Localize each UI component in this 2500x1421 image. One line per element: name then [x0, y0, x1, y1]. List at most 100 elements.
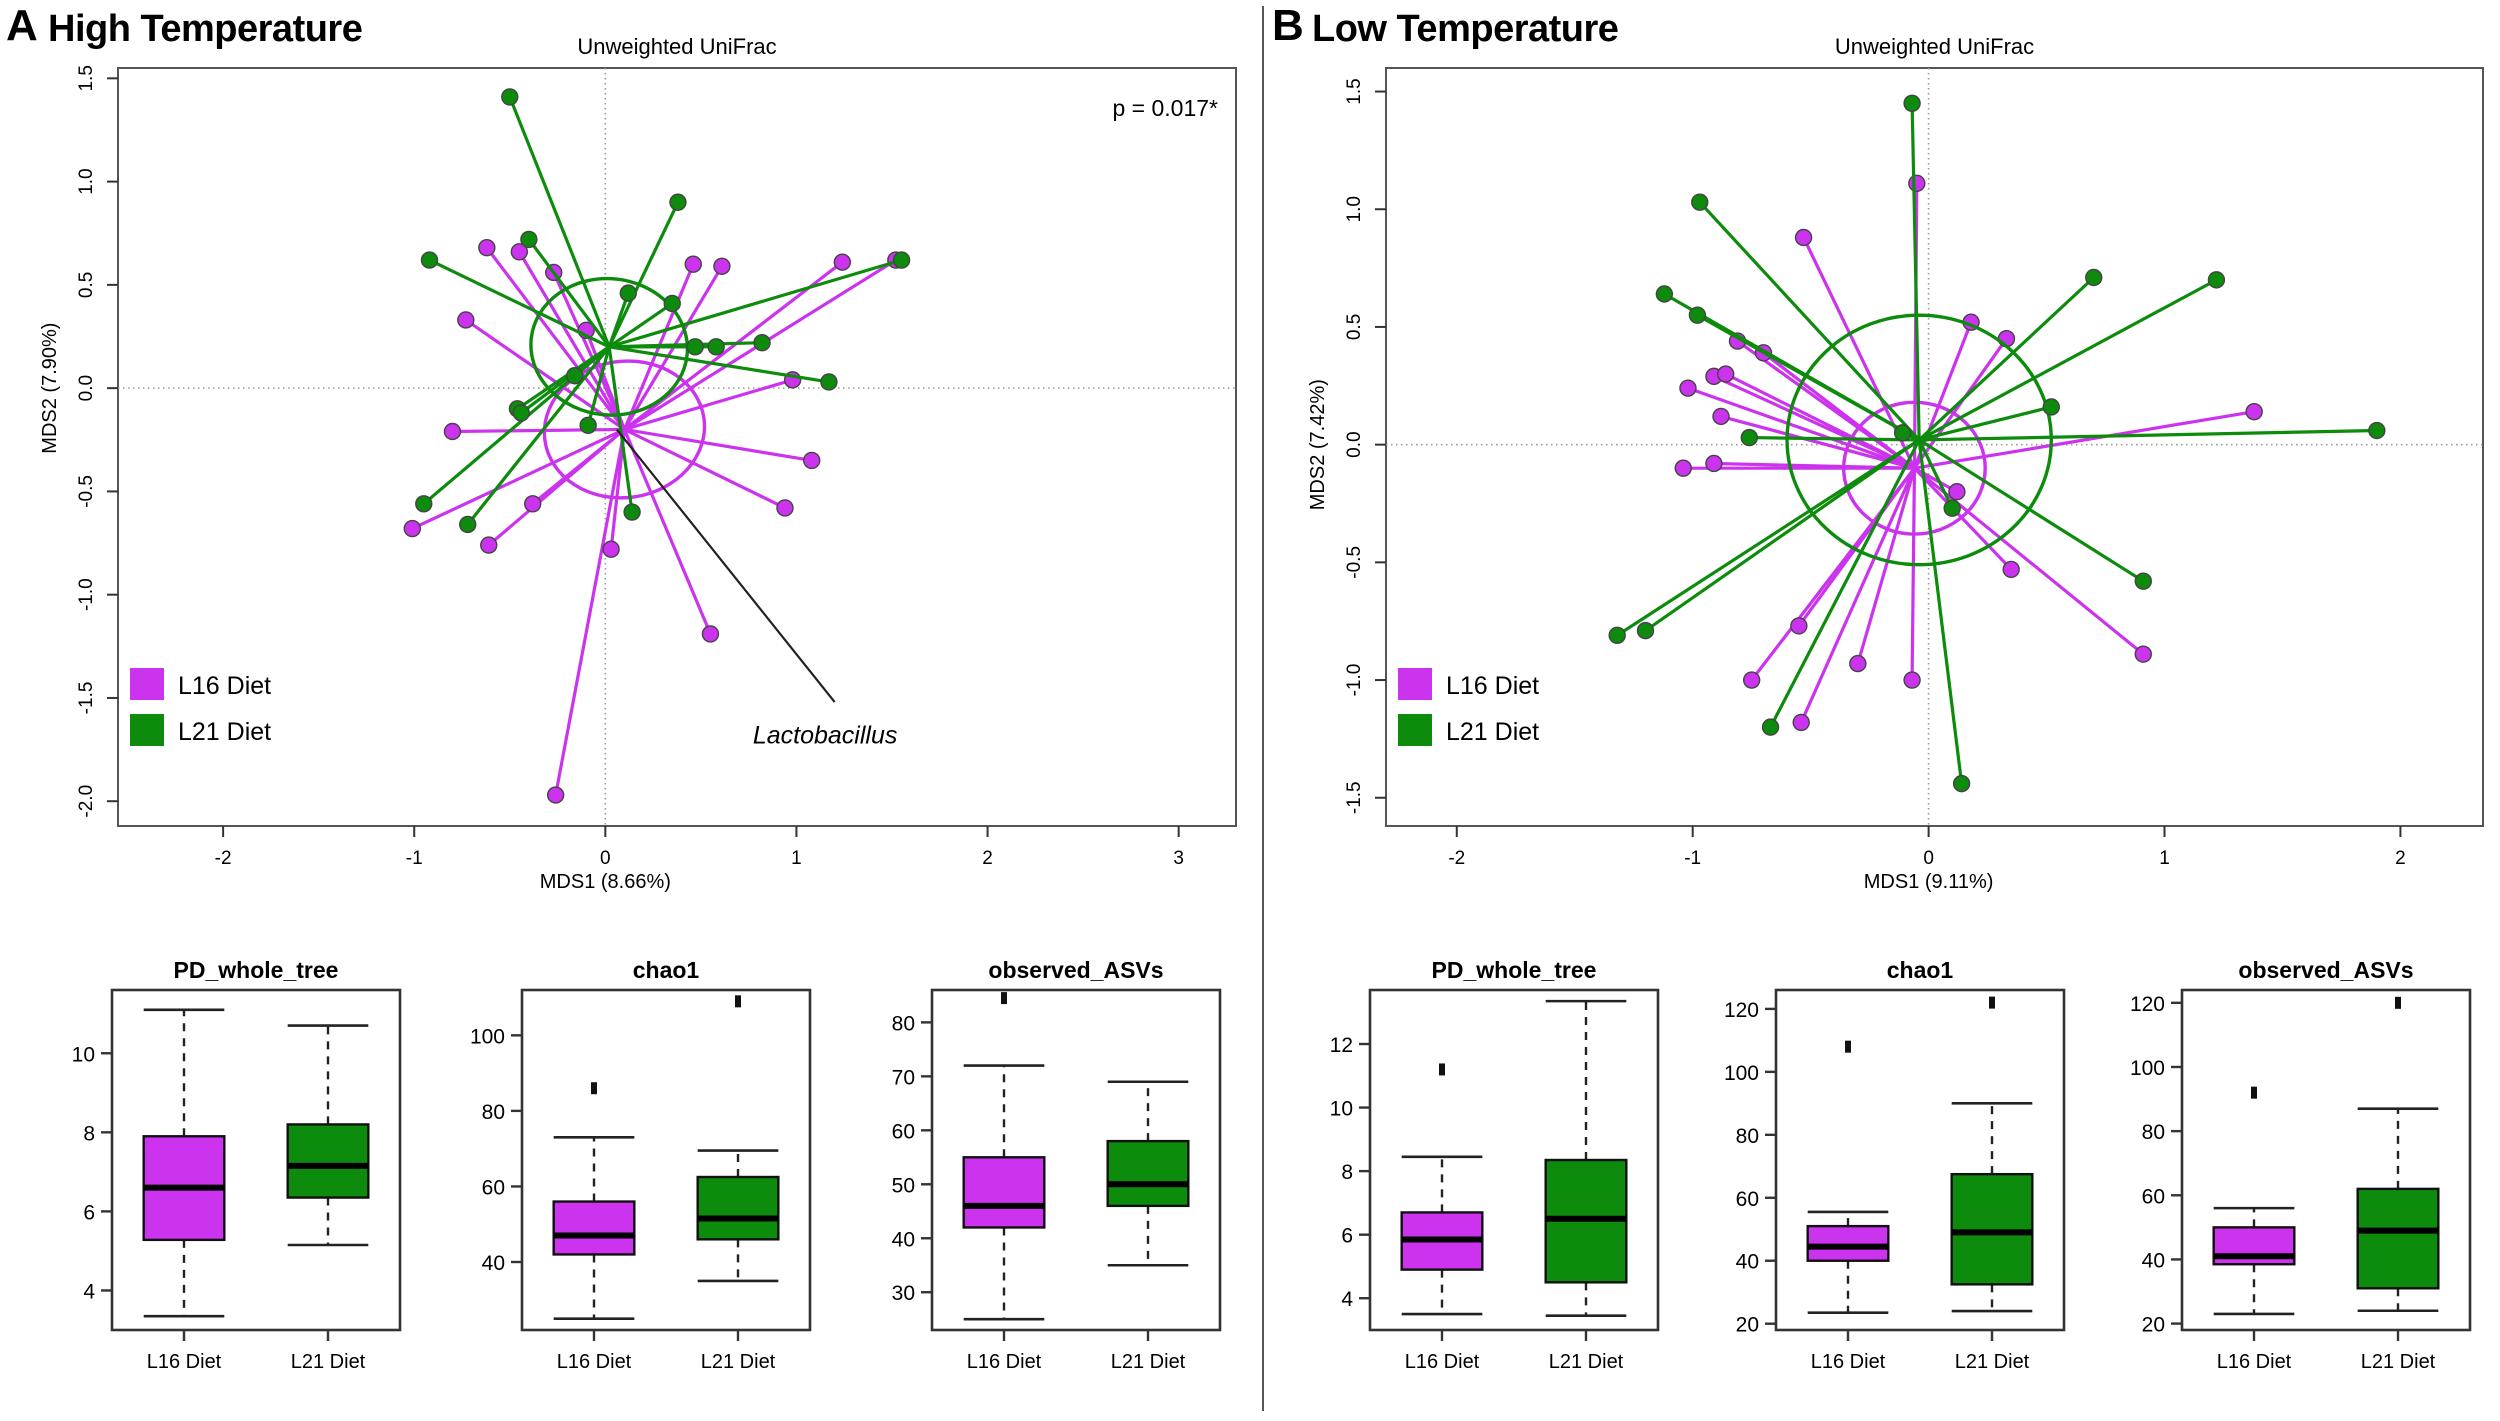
taxon-vector-label: Lactobacillus — [753, 721, 898, 749]
boxplot-x-tick-label: L16 Diet — [147, 1351, 222, 1373]
box-group — [1106, 1080, 1190, 1267]
boxplot-x-tick-label: L21 Diet — [1955, 1351, 2030, 1373]
spider-segment — [1917, 439, 1964, 784]
boxplot-chao1: chao1 100 80 60 40 L16 Diet L21 Diet — [432, 930, 832, 1400]
box-rect — [696, 1175, 780, 1241]
sample-point — [443, 422, 462, 441]
outlier-marker — [2395, 996, 2401, 1009]
boxplot-y-tick-label: 60 — [892, 1120, 915, 1143]
spider-segment — [1687, 386, 1915, 470]
boxplot-x-tick-label: L16 Diet — [1811, 1351, 1886, 1373]
zero-gridlines — [1386, 68, 2483, 826]
spider-segment — [623, 378, 794, 431]
boxplot-title: chao1 — [633, 957, 700, 983]
spider-segment — [485, 246, 626, 431]
spider-segment — [1910, 468, 1917, 681]
boxplot-observed-asvs: observed_ASVs 80 70 60 50 40 30 L16 Diet L21 Die… — [842, 930, 1242, 1400]
outlier-marker — [1439, 1063, 1445, 1076]
sample-point — [2368, 421, 2386, 440]
outlier-marker — [1001, 992, 1007, 1005]
sample-point — [1792, 713, 1810, 732]
spider-segment — [622, 428, 712, 635]
spider-segment — [607, 292, 630, 348]
panel-a: A High Temperature Unweighted UniFrac Lac… — [6, 4, 1242, 1400]
spider-segment — [624, 427, 812, 463]
spider-segment — [1725, 372, 1916, 470]
boxplot-y-tick-label: 4 — [83, 1280, 95, 1303]
legend-swatch — [1398, 714, 1432, 746]
spider-segment — [1910, 103, 1921, 440]
spider-segment — [554, 429, 627, 796]
spider-segment — [1720, 414, 1915, 470]
box-rect — [552, 1200, 636, 1256]
y-tick-label: 0.0 — [76, 375, 97, 401]
spider-segment — [1644, 438, 1921, 632]
boxplot-x-tick-label: L21 Diet — [1549, 1351, 1624, 1373]
x-tick-label: 3 — [1173, 848, 1184, 869]
sample-point — [1712, 407, 1730, 426]
boxplot-y-tick-label: 80 — [2142, 1121, 2165, 1144]
spider-segment — [452, 427, 625, 434]
zero-gridlines — [118, 68, 1236, 826]
sample-point — [1691, 193, 1709, 211]
sample-point — [833, 253, 852, 271]
boxplot-frame — [520, 988, 812, 1332]
spider-segment — [1918, 405, 2052, 442]
spider-segment — [1913, 467, 2013, 571]
y-tick-label: 1.5 — [76, 65, 97, 91]
boxplot-y-tick-label: 60 — [1736, 1188, 1759, 1211]
boxplot-y-tick-label: 60 — [482, 1176, 505, 1199]
group-l21 — [415, 88, 911, 534]
sample-point — [2002, 560, 2020, 579]
x-tick-label: -1 — [406, 848, 423, 869]
data-layer — [1608, 94, 2386, 793]
boxplot-y-tick-label: 8 — [1341, 1161, 1353, 1184]
sample-point — [1705, 454, 1723, 473]
sample-point — [707, 338, 725, 356]
sample-point — [2245, 402, 2263, 421]
sample-point — [753, 333, 771, 352]
legend-label: L21 Diet — [178, 718, 271, 746]
x-axis-title: MDS1 (9.11%) — [1864, 871, 1994, 893]
panel-b: B Low Temperature Unweighted UniFrac -2 -1… — [1268, 0, 2500, 1421]
box-rect — [1950, 1172, 2034, 1286]
sample-point — [1943, 499, 1961, 517]
legend-swatch — [130, 714, 164, 746]
boxplot-y-tick-label: 120 — [1724, 999, 1759, 1022]
spider-segment — [1918, 278, 2218, 442]
x-tick-label: -2 — [215, 848, 232, 869]
boxplot-x-tick-label: L21 Diet — [1111, 1351, 1186, 1373]
spider-segment — [1749, 435, 1920, 442]
sample-point — [686, 338, 704, 356]
sample-point — [2207, 271, 2226, 289]
y-tick-label: 1.5 — [1344, 78, 1365, 104]
sample-point — [713, 257, 731, 275]
y-tick-label: -0.5 — [1344, 546, 1365, 579]
sample-point — [512, 404, 530, 422]
boxplot-y-tick-label: 80 — [482, 1101, 505, 1124]
y-tick-label: -2.0 — [76, 785, 97, 818]
y-tick-label: 0.5 — [76, 272, 97, 298]
spider-segment — [464, 318, 626, 431]
spider-segment — [508, 96, 611, 348]
sample-point — [1893, 424, 1912, 442]
box-group — [2212, 1086, 2296, 1316]
boxplot-y-tick-label: 40 — [482, 1252, 505, 1275]
sample-point — [623, 503, 641, 521]
x-tick-label: 0 — [1923, 848, 1934, 869]
boxplot-svg: chao1 100 80 60 40 L16 Diet L21 Diet — [470, 957, 812, 1373]
outlier-marker — [1845, 1040, 1851, 1053]
legend-swatch — [1398, 668, 1432, 700]
ordination-plot-low-temperature: Unweighted UniFrac -2 -1 0 1 2 MDS1 (9.11%) 1.5… — [1268, 34, 2500, 926]
sample-point — [1794, 228, 1813, 247]
group-ellipse — [542, 359, 707, 500]
spider-segment — [527, 238, 611, 348]
sample-point — [459, 515, 477, 534]
sample-point — [1717, 365, 1735, 383]
boxplot-y-tick-label: 40 — [2142, 1249, 2165, 1272]
outlier-marker — [2251, 1086, 2257, 1099]
boxplot-title: observed_ASVs — [988, 957, 1163, 983]
boxplot-y-tick-label: 120 — [2130, 993, 2165, 1016]
boxplot-x-tick-label: L16 Diet — [967, 1351, 1042, 1373]
spider-segment — [1918, 276, 2095, 442]
